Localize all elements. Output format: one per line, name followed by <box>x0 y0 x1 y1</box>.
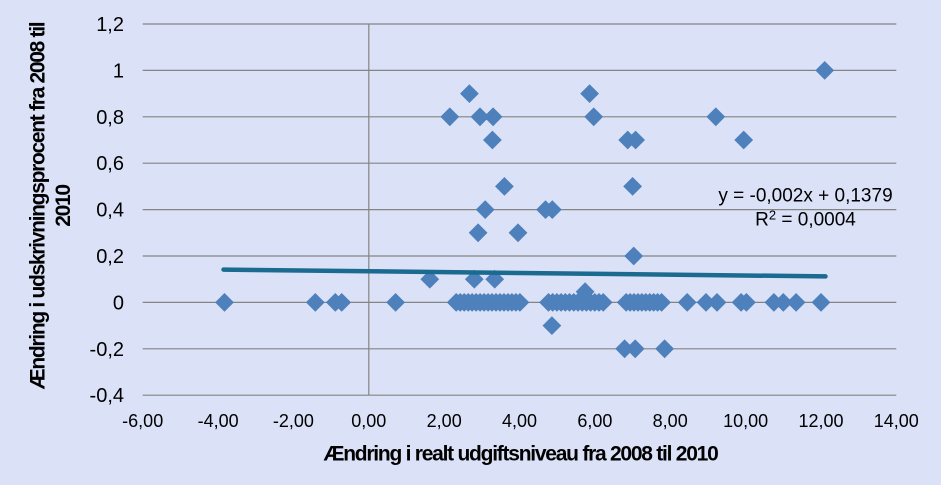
svg-text:0: 0 <box>113 292 124 314</box>
svg-text:0,8: 0,8 <box>96 107 124 129</box>
svg-text:8,00: 8,00 <box>653 411 688 431</box>
svg-text:2010: 2010 <box>52 185 75 227</box>
svg-text:0,4: 0,4 <box>96 200 124 222</box>
svg-text:-4,00: -4,00 <box>198 411 239 431</box>
svg-text:2,00: 2,00 <box>427 411 462 431</box>
svg-text:R2 = 0,0004: R2 = 0,0004 <box>755 208 856 231</box>
svg-text:-6,00: -6,00 <box>122 411 163 431</box>
svg-text:0,6: 0,6 <box>96 153 124 175</box>
svg-text:10,00: 10,00 <box>723 411 768 431</box>
svg-text:-0,2: -0,2 <box>90 339 124 361</box>
svg-text:Ændring i udskrivningsprocent: Ændring i udskrivningsprocent fra 2008 t… <box>27 22 50 389</box>
svg-text:0,00: 0,00 <box>351 411 386 431</box>
svg-text:1: 1 <box>113 60 124 82</box>
svg-text:14,00: 14,00 <box>874 411 919 431</box>
svg-text:Ændring i realt udgiftsniveau: Ændring i realt udgiftsniveau fra 2008 t… <box>323 443 718 466</box>
svg-text:-2,00: -2,00 <box>273 411 314 431</box>
svg-text:-0,4: -0,4 <box>90 385 124 407</box>
svg-text:0,2: 0,2 <box>96 246 124 268</box>
svg-text:6,00: 6,00 <box>577 411 612 431</box>
svg-text:4,00: 4,00 <box>502 411 537 431</box>
svg-text:1,2: 1,2 <box>96 14 124 36</box>
svg-text:y = -0,002x + 0,1379: y = -0,002x + 0,1379 <box>718 186 892 207</box>
svg-text:12,00: 12,00 <box>798 411 843 431</box>
